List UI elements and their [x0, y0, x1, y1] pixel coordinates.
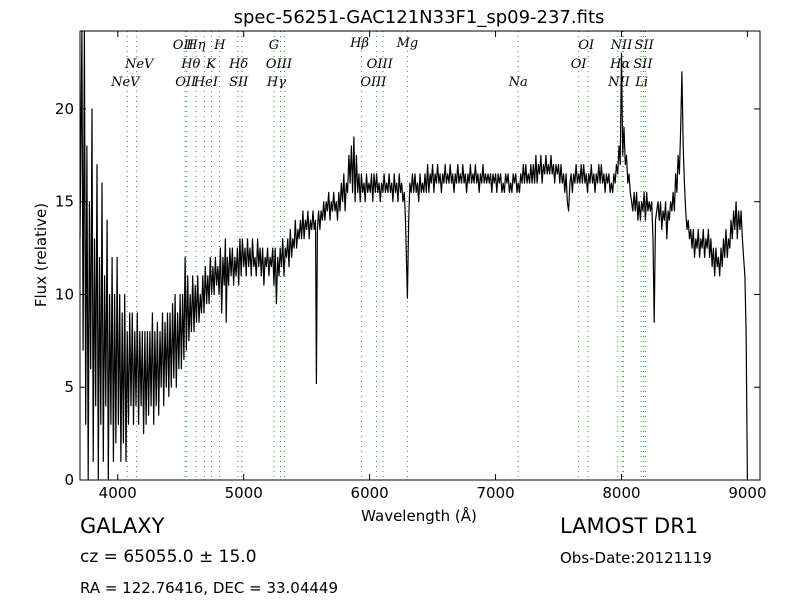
marker-label: OII	[173, 38, 195, 53]
x-tick-label: 4000	[99, 484, 137, 502]
marker-label: NeV	[124, 57, 155, 72]
marker-label: OI	[571, 57, 588, 72]
y-tick-label: 0	[64, 471, 74, 489]
marker-label: OIII	[266, 57, 293, 72]
emission-marker-labels: NeVNeVOIIOIIHηHθHKHeIHδSIIGOIIIHγHβOIIIO…	[110, 36, 654, 90]
y-tick-label: 15	[55, 193, 74, 211]
plot-frame	[79, 30, 761, 481]
marker-label: K	[205, 57, 217, 72]
marker-label: SII	[229, 75, 249, 90]
marker-label: Hδ	[228, 57, 248, 72]
x-tick-label: 6000	[351, 484, 389, 502]
marker-label: H	[213, 38, 226, 53]
x-tick-label: 8000	[602, 484, 640, 502]
chart-title: spec-56251-GAC121N33F1_sp09-237.fits	[234, 7, 605, 28]
marker-label: Hβ	[349, 36, 369, 51]
redshift-text: cz = 65055.0 ± 15.0	[80, 547, 257, 567]
coords-text: RA = 122.76416, DEC = 33.04449	[80, 579, 339, 597]
x-tick-label: 7000	[476, 484, 514, 502]
marker-label: NII	[607, 75, 631, 90]
x-tick-label: 9000	[728, 484, 766, 502]
marker-label: OII	[175, 75, 197, 90]
emission-marker-lines	[126, 31, 646, 480]
marker-label: Li	[634, 75, 648, 90]
marker-label: HeI	[193, 75, 219, 90]
marker-label: NII	[610, 38, 634, 53]
y-axis-label: Flux (relative)	[32, 203, 50, 307]
marker-label: OIII	[360, 75, 387, 90]
x-tick-label: 5000	[225, 484, 263, 502]
spectrum-line	[79, 30, 749, 481]
marker-label: Hη	[185, 38, 205, 53]
marker-label: NeV	[110, 75, 141, 90]
spectrum-series	[79, 30, 749, 481]
survey-name: LAMOST DR1	[560, 514, 699, 538]
marker-label: Hθ	[180, 57, 200, 72]
marker-label: Hα	[609, 57, 630, 72]
y-tick-label: 10	[55, 285, 74, 303]
marker-label: Hγ	[266, 75, 286, 90]
y-tick-label: 20	[55, 100, 74, 118]
marker-label: OI	[578, 38, 595, 53]
marker-label: OIII	[367, 57, 394, 72]
y-tick-label: 5	[64, 378, 74, 396]
x-axis-label: Wavelength (Å)	[361, 506, 477, 525]
marker-label: SII	[635, 38, 655, 53]
marker-label: SII	[633, 57, 653, 72]
axis-ticks: 4000 5000 6000 7000 8000 9000 0 5 10 15 20	[55, 31, 767, 502]
marker-label: G	[269, 38, 279, 53]
obs-date: Obs-Date:20121119	[560, 549, 712, 567]
marker-label: Mg	[396, 36, 419, 51]
marker-label: Na	[508, 75, 528, 90]
object-class: GALAXY	[80, 514, 165, 538]
